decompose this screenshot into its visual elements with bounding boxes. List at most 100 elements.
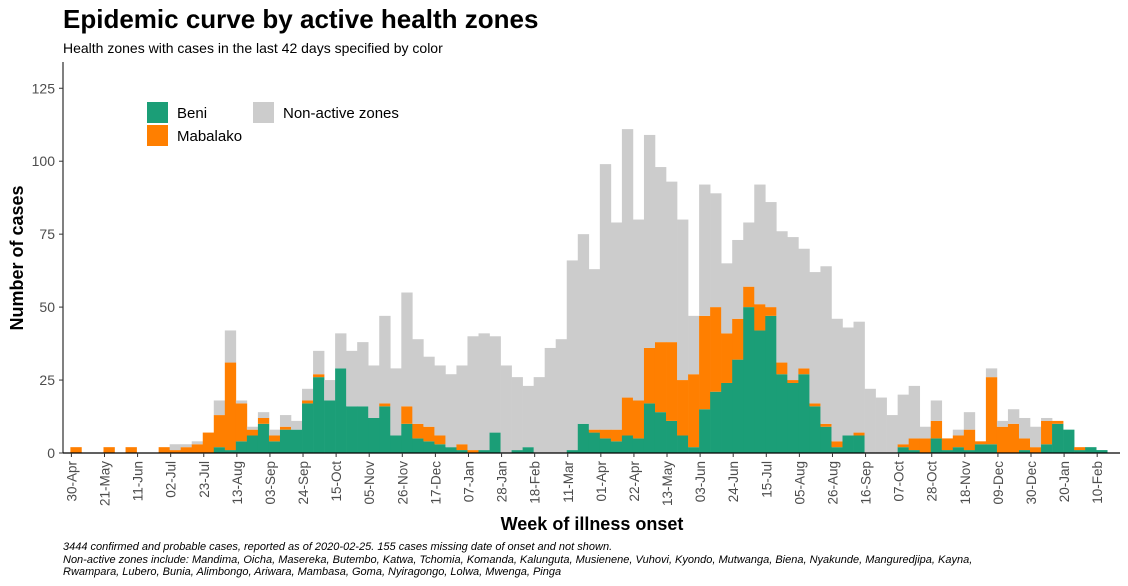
bar-non-active-zones-2019-04-15 [621, 129, 634, 398]
bar-non-active-zones-2018-12-31 [456, 365, 468, 445]
bar-mabalako-2019-05-13 [666, 342, 678, 421]
x-tick-label: 28-Jan [495, 461, 510, 502]
bar-non-active-zones-2019-03-11 [566, 260, 579, 451]
bar-non-active-zones-2019-01-14 [478, 333, 490, 451]
bar-non-active-zones-2019-11-18 [963, 412, 976, 430]
bar-beni-2019-07-29 [787, 382, 799, 453]
bar-mabalako-2019-10-21 [919, 438, 932, 453]
bar-mabalako-2019-07-29 [787, 380, 799, 383]
bar-beni-2019-07-08 [754, 330, 766, 453]
x-tick-label: 13-May [660, 461, 675, 506]
bar-non-active-zones-2018-07-16 [191, 441, 204, 445]
bar-non-active-zones-2018-09-24 [302, 388, 314, 401]
bar-mabalako-2018-12-31 [456, 444, 468, 451]
x-tick-label: 05-Aug [792, 461, 807, 505]
bar-mabalako-2018-07-16 [191, 444, 204, 453]
bar-mabalako-2019-08-19 [820, 423, 832, 427]
bar-non-active-zones-2019-12-02 [985, 368, 998, 378]
bar-non-active-zones-2019-11-11 [952, 429, 965, 436]
bar-mabalako-2019-07-15 [765, 307, 777, 316]
bar-mabalako-2019-10-28 [930, 420, 943, 439]
bar-non-active-zones-2019-06-03 [699, 184, 711, 316]
bar-beni-2018-12-03 [412, 438, 424, 453]
bar-beni-2019-08-12 [809, 406, 821, 453]
x-tick-label: 03-Jun [693, 461, 708, 502]
bar-non-active-zones-2019-12-16 [1007, 409, 1020, 424]
bar-non-active-zones-2019-03-25 [588, 269, 601, 430]
bar-mabalako-2018-09-03 [268, 435, 281, 442]
bar-mabalako-2019-12-16 [1007, 423, 1020, 453]
x-tick-label: 03-Sep [263, 461, 278, 505]
bar-non-active-zones-2018-11-12 [379, 315, 391, 404]
bar-beni-2020-01-13 [1052, 423, 1064, 453]
bar-beni-2018-11-19 [390, 435, 402, 453]
bar-non-active-zones-2019-07-15 [765, 202, 777, 308]
bar-beni-2018-10-29 [357, 406, 369, 453]
bar-non-active-zones-2018-09-03 [268, 429, 281, 436]
bar-non-active-zones-2018-12-17 [434, 365, 446, 436]
bar-non-active-zones-2019-04-08 [610, 222, 623, 430]
bar-mabalako-2019-10-14 [908, 438, 921, 451]
bar-beni-2019-07-15 [765, 315, 777, 453]
bar-beni-2019-08-26 [831, 447, 843, 453]
legend-swatch-beni [147, 102, 168, 123]
bar-beni-2020-02-10 [1096, 450, 1108, 453]
bar-non-active-zones-2018-10-29 [357, 342, 369, 407]
bar-beni-2019-04-01 [599, 438, 612, 453]
bar-beni-2019-04-22 [632, 438, 645, 453]
bar-non-active-zones-2018-11-19 [390, 368, 402, 436]
bar-non-active-zones-2018-12-03 [412, 339, 424, 424]
bar-mabalako-2018-11-12 [379, 403, 391, 407]
legend-label-beni: Beni [177, 105, 207, 122]
bar-mabalako-2018-07-23 [202, 432, 215, 453]
bar-non-active-zones-2018-10-01 [313, 350, 325, 375]
bar-non-active-zones-2019-05-13 [666, 181, 678, 343]
bar-mabalako-2019-08-26 [831, 441, 843, 448]
bar-non-active-zones-2019-09-16 [864, 388, 876, 453]
bar-non-active-zones-2019-09-30 [886, 415, 898, 453]
x-tick-label: 30-Dec [1024, 461, 1039, 505]
x-tick-label: 18-Feb [528, 461, 543, 504]
bar-non-active-zones-2019-02-18 [533, 377, 545, 453]
bar-beni-2019-12-23 [1018, 450, 1031, 453]
y-tick-label: 125 [32, 80, 56, 96]
legend-label-non-active-zones: Non-active zones [283, 105, 399, 122]
bar-beni-2019-01-21 [489, 432, 501, 453]
bar-mabalako-2020-01-06 [1041, 420, 1053, 445]
bar-beni-2019-04-08 [610, 441, 623, 453]
bar-beni-2019-02-04 [511, 450, 523, 453]
bar-mabalako-2018-08-20 [246, 429, 259, 436]
bar-mabalako-2019-07-01 [743, 286, 755, 308]
legend-label-mabalako: Mabalako [177, 128, 242, 145]
bar-mabalako-2018-04-30 [70, 447, 82, 453]
bar-non-active-zones-2019-04-01 [599, 164, 612, 430]
bar-beni-2020-02-03 [1085, 447, 1097, 453]
bar-mabalako-2019-11-25 [974, 441, 987, 445]
bar-mabalako-2020-01-13 [1052, 420, 1064, 424]
bar-non-active-zones-2018-07-02 [169, 444, 181, 451]
bar-non-active-zones-2018-08-06 [224, 330, 237, 363]
x-tick-label: 01-Apr [594, 461, 609, 502]
bar-non-active-zones-2019-09-23 [875, 397, 887, 453]
bar-beni-2019-04-29 [643, 403, 656, 453]
bar-non-active-zones-2019-06-17 [721, 263, 733, 334]
x-tick-label: 15-Oct [329, 461, 344, 502]
bar-beni-2018-11-12 [379, 406, 391, 453]
bar-beni-2019-01-14 [478, 450, 490, 453]
bar-non-active-zones-2019-09-02 [842, 327, 854, 436]
y-tick-label: 100 [32, 153, 56, 169]
bar-non-active-zones-2019-07-08 [754, 184, 766, 305]
bar-mabalako-2018-11-26 [401, 406, 413, 424]
y-tick-label: 25 [39, 372, 55, 388]
bar-mabalako-2019-11-18 [963, 429, 976, 451]
bar-non-active-zones-2019-07-22 [776, 231, 788, 363]
bar-beni-2019-11-18 [963, 450, 976, 453]
bar-beni-2019-10-07 [897, 447, 909, 453]
bar-non-active-zones-2019-06-10 [710, 193, 722, 308]
x-tick-label: 26-Aug [825, 461, 840, 505]
bar-mabalako-2020-01-27 [1074, 447, 1086, 451]
y-tick-label: 0 [47, 445, 55, 461]
bar-mabalako-2018-10-01 [313, 374, 325, 378]
bar-mabalako-2019-04-29 [643, 347, 656, 404]
bar-beni-2018-10-15 [335, 368, 347, 453]
